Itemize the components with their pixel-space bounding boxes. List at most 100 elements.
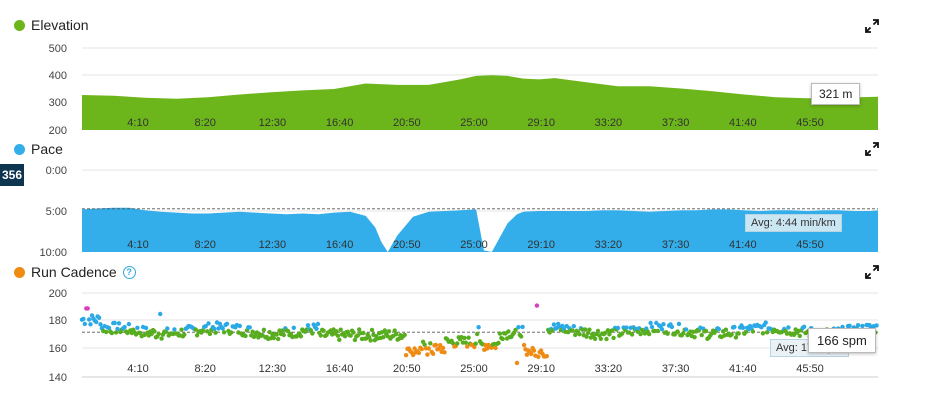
cadence-point [122,324,127,330]
elevation-xtick: 25:00 [460,117,488,129]
cadence-point [172,327,177,332]
cadence-point [247,325,252,330]
cadence-point [305,323,311,328]
cadence-point [519,334,524,339]
cadence-point [156,331,161,337]
cadence-point [158,311,163,317]
cadence-point [544,354,549,359]
pace-avg-label: Avg: 4:44 min/km [745,214,842,232]
cadence-point [94,319,99,325]
cadence-point [855,323,861,328]
cadence-point [520,324,525,330]
pace-ytick-10: 10:00 [39,247,67,259]
cadence-point [786,325,791,330]
cadence-point [243,333,248,339]
cadence-point [194,333,200,338]
cadence-point [570,328,575,333]
cadence-xtick: 29:10 [527,363,555,375]
cadence-point [271,335,277,341]
cadence-point [659,327,665,332]
cadence-xtick: 16:40 [326,363,354,375]
cadence-point [152,329,157,334]
cadence-point [411,352,416,358]
elevation-xtick: 45:50 [796,117,824,129]
cadence-xtick: 8:20 [194,363,215,375]
elevation-expand-icon[interactable] [865,19,879,33]
cadence-point [473,341,478,346]
cadence-point [472,344,477,350]
cadence-point [109,330,115,336]
cadence-point [338,327,343,332]
pace-chart: 0:00 5:00 10:00 4:10 8:20 12:30 16:40 20:50 2… [39,165,878,259]
cadence-point [213,330,218,335]
cadence-point [611,335,616,341]
cadence-point [337,337,342,342]
cadence-point [516,325,521,330]
cadence-point [402,332,407,338]
cadence-point [368,338,373,343]
cadence-point [342,334,348,339]
elevation-xtick: 29:10 [527,117,555,129]
elevation-xtick: 41:40 [729,117,757,129]
cadence-point [583,327,588,332]
cadence-point [381,335,386,340]
cadence-point [126,321,132,327]
cadence-point [276,336,281,342]
cadence-point [740,325,746,330]
cadence-point [267,329,272,335]
cadence-point [366,334,372,340]
cadence-point [476,325,481,330]
pace-title: Pace [14,141,63,157]
cadence-point [683,327,689,332]
cadence-point [463,340,468,345]
cadence-xtick: 33:20 [595,363,623,375]
cadence-point [681,331,686,336]
pace-current-badge: 356 [0,164,24,186]
cadence-point [412,346,417,351]
cadence-point [436,346,441,351]
cadence-point [369,327,375,333]
cadence-point [426,346,431,351]
elevation-xtick: 16:40 [326,117,354,129]
cadence-point [348,333,353,338]
pace-xtick: 45:50 [796,239,824,251]
cadence-point [874,323,879,328]
cadence-point [442,350,447,355]
cadence-point [649,324,655,330]
cadence-point [669,324,675,330]
pace-expand-icon[interactable] [865,142,879,156]
cadence-expand-icon[interactable] [865,265,879,279]
cadence-point [534,303,540,308]
cadence-point [207,331,213,337]
cad-ytick-200: 200 [49,288,67,300]
cadence-point [113,330,119,335]
cadence-point [433,342,439,348]
cadence-xtick: 4:10 [127,363,148,375]
cadence-point [335,333,341,338]
cadence-point [298,334,304,339]
cadence-point [220,326,225,331]
pace-x-ticks: 4:10 8:20 12:30 16:40 20:50 25:00 29:10 33:20 37… [127,239,823,251]
cadence-point [500,336,505,342]
cadence-point [462,335,467,341]
cadence-point [763,320,768,325]
cadence-point [430,351,436,356]
cadence-point [699,332,704,338]
pace-ytick-5: 5:00 [46,206,67,218]
pace-xtick: 41:40 [729,239,757,251]
cadence-point [760,331,766,336]
cadence-point [416,350,422,356]
cadence-point [310,331,315,336]
cadence-point [361,330,366,336]
cadence-legend-dot [14,266,25,278]
cadence-point [392,328,397,333]
pace-xtick: 37:30 [662,239,690,251]
cadence-point [163,329,169,335]
cadence-point [732,324,737,330]
cadence-point [733,335,739,340]
cadence-point [654,320,659,326]
cadence-xtick: 37:30 [662,363,690,375]
help-icon[interactable]: ? [122,265,136,279]
cadence-point [455,341,460,346]
